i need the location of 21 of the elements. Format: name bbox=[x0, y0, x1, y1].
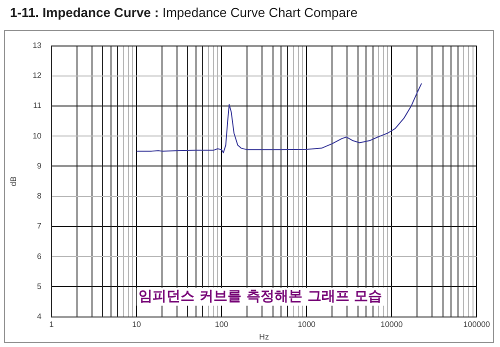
x-tick-label: 100000 bbox=[463, 320, 491, 329]
y-tick-label: 10 bbox=[32, 131, 42, 140]
x-tick-label: 10 bbox=[132, 320, 142, 329]
y-tick-label: 5 bbox=[37, 282, 42, 291]
y-tick-label: 9 bbox=[37, 161, 42, 170]
y-tick-label: 8 bbox=[37, 192, 42, 201]
y-tick-label: 12 bbox=[32, 71, 42, 80]
y-tick-label: 6 bbox=[37, 252, 42, 261]
y-tick-label: 4 bbox=[37, 312, 42, 322]
y-axis-title: dB bbox=[9, 176, 18, 186]
y-tick-label: 7 bbox=[37, 222, 42, 231]
y-tick-label: 13 bbox=[32, 41, 42, 50]
chart-title: 1-11. Impedance Curve : bbox=[10, 5, 159, 20]
x-axis-title: Hz bbox=[259, 332, 269, 342]
y-tick-label: 11 bbox=[33, 101, 42, 110]
x-tick-label: 10000 bbox=[380, 320, 404, 329]
x-tick-label: 1 bbox=[49, 320, 54, 329]
chart-subtitle: Impedance Curve Chart Compare bbox=[162, 5, 358, 20]
x-tick-label: 1000 bbox=[298, 320, 316, 329]
annotation: 임피던스 커브를 측정해본 그래프 모습 bbox=[138, 288, 382, 304]
x-tick-label: 100 bbox=[214, 320, 229, 329]
